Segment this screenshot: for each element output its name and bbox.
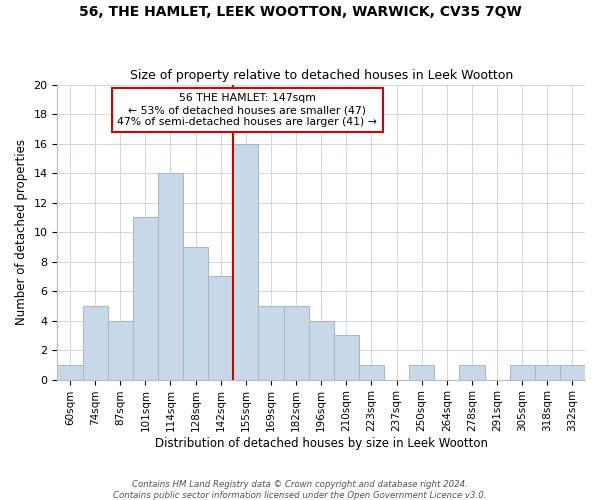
Text: 56 THE HAMLET: 147sqm
← 53% of detached houses are smaller (47)
47% of semi-deta: 56 THE HAMLET: 147sqm ← 53% of detached …: [118, 94, 377, 126]
Text: Contains HM Land Registry data © Crown copyright and database right 2024.
Contai: Contains HM Land Registry data © Crown c…: [113, 480, 487, 500]
Bar: [308, 320, 334, 380]
Text: 56, THE HAMLET, LEEK WOOTTON, WARWICK, CV35 7QW: 56, THE HAMLET, LEEK WOOTTON, WARWICK, C…: [79, 5, 521, 19]
Bar: [208, 276, 233, 380]
Title: Size of property relative to detached houses in Leek Wootton: Size of property relative to detached ho…: [130, 69, 513, 82]
Bar: [133, 218, 158, 380]
Bar: [409, 365, 434, 380]
X-axis label: Distribution of detached houses by size in Leek Wootton: Distribution of detached houses by size …: [155, 437, 488, 450]
Bar: [560, 365, 585, 380]
Bar: [58, 365, 83, 380]
Bar: [83, 306, 107, 380]
Bar: [334, 336, 359, 380]
Y-axis label: Number of detached properties: Number of detached properties: [15, 139, 28, 325]
Bar: [460, 365, 485, 380]
Bar: [535, 365, 560, 380]
Bar: [259, 306, 284, 380]
Bar: [158, 173, 183, 380]
Bar: [359, 365, 384, 380]
Bar: [284, 306, 308, 380]
Bar: [233, 144, 259, 380]
Bar: [107, 320, 133, 380]
Bar: [183, 247, 208, 380]
Bar: [509, 365, 535, 380]
